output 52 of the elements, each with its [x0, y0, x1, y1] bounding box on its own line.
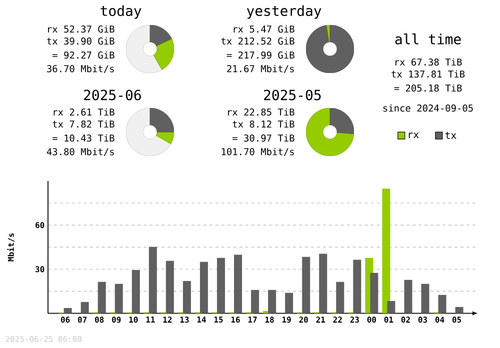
text: tx 7.82 TiB — [52, 120, 114, 128]
bar — [216, 258, 225, 314]
bar — [319, 254, 328, 314]
bar — [148, 246, 157, 314]
text: 2025-05 — [264, 90, 321, 100]
text: 21.67 Mbit/s — [227, 64, 294, 74]
bar — [114, 284, 123, 314]
bar — [302, 256, 310, 314]
text: tx 137.81 TiB — [392, 70, 465, 78]
text: since 2024-09-05 — [383, 104, 473, 112]
bar — [353, 260, 362, 314]
text: tx 212.52 GiB — [221, 37, 294, 45]
text: rx 52.37 GiB — [48, 25, 114, 33]
bar — [285, 292, 294, 314]
text: = 217.99 GiB — [226, 51, 294, 59]
text: rx 2.61 TiB — [54, 108, 114, 116]
text: = 10.43 TiB — [52, 134, 114, 142]
text: rx 67.38 TiB — [395, 58, 462, 66]
bar — [370, 272, 378, 314]
text: 43.80 Mbit/s — [46, 148, 114, 156]
bar — [182, 280, 191, 314]
bar — [455, 306, 464, 314]
bar — [387, 300, 396, 314]
text: = 92.27 GiB — [52, 51, 114, 59]
bar — [132, 270, 140, 314]
text: rx 22.85 TiB — [228, 108, 294, 116]
bar — [234, 254, 242, 314]
bar — [382, 188, 390, 314]
text: = 205.18 TiB — [394, 84, 462, 92]
text: = 30.97 TiB — [232, 134, 294, 142]
bar — [404, 280, 412, 314]
text: 101.70 Mbit/s — [222, 148, 294, 156]
legend-label: tx — [445, 132, 456, 139]
bar — [80, 302, 89, 314]
bar — [438, 294, 446, 314]
text: today — [100, 5, 142, 19]
bar — [251, 290, 260, 314]
text: 2025-06 — [84, 90, 141, 100]
bar — [64, 308, 72, 314]
bar — [200, 262, 208, 314]
text: tx 39.90 GiB — [47, 37, 114, 45]
bar — [421, 284, 430, 314]
legend-label: rx — [408, 132, 419, 138]
text: 36.70 Mbit/s — [47, 64, 114, 74]
text: rx 5.47 GiB — [234, 25, 294, 33]
bar — [166, 260, 174, 314]
bar — [268, 290, 276, 314]
text: all time — [395, 34, 461, 44]
bar — [336, 282, 344, 314]
text: tx 8.12 TiB — [232, 120, 294, 128]
bar — [98, 282, 106, 314]
text: yesterday — [246, 5, 322, 19]
